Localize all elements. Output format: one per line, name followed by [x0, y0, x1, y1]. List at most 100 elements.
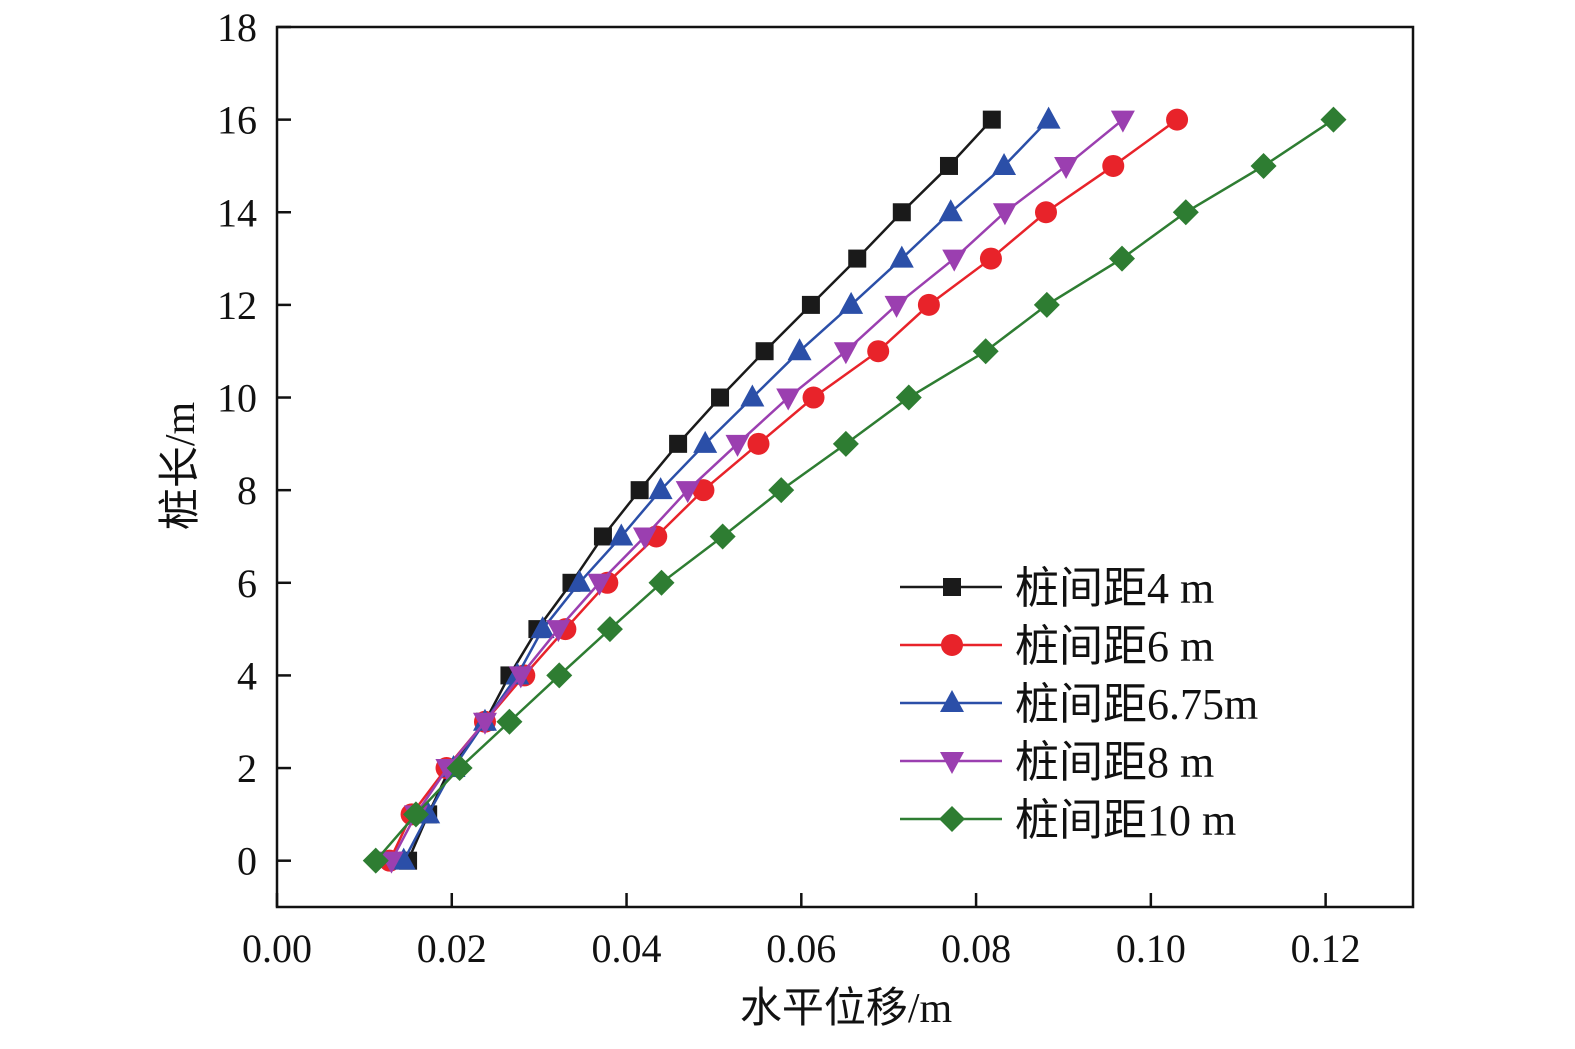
legend-item: 桩间距6 m: [900, 622, 1214, 671]
y-tick-label: 14: [217, 190, 257, 235]
y-tick-label: 4: [237, 653, 257, 698]
data-point: [496, 708, 523, 735]
data-point: [1110, 110, 1135, 133]
data-point: [1166, 108, 1189, 131]
data-point: [402, 801, 429, 828]
y-tick-label: 8: [237, 468, 257, 513]
data-point: [609, 523, 634, 546]
data-point: [692, 479, 715, 502]
data-point: [1250, 152, 1277, 179]
data-point: [833, 342, 858, 365]
data-point: [992, 203, 1017, 226]
x-tick-label: 0.06: [766, 926, 836, 971]
plot-frame: [275, 25, 1415, 909]
data-point: [917, 293, 940, 316]
data-point: [939, 156, 958, 175]
data-point: [982, 110, 1001, 129]
data-point: [802, 386, 825, 409]
legend: 桩间距4 m 桩间距6 m 桩间距6.75m 桩间距8 m 桩间距10 m: [900, 564, 1258, 845]
data-point: [1054, 156, 1079, 179]
legend-label: 桩间距8 m: [1015, 738, 1214, 787]
legend-label: 桩间距6.75m: [1015, 680, 1258, 729]
axis-ticks: 0.00 0.02 0.04 0.06 0.08 0.10 0.12 0 2 4 6 8 10 12 14 1…: [217, 5, 1361, 971]
data-point: [1034, 201, 1057, 224]
series-line: [390, 118, 1124, 862]
y-axis-label: 桩长/m: [158, 402, 204, 531]
data-point: [648, 477, 673, 500]
data-point: [801, 295, 820, 314]
x-tick-label: 0.00: [242, 926, 312, 971]
data-point: [867, 340, 890, 363]
data-point: [747, 432, 770, 455]
data-point: [992, 152, 1017, 175]
legend-marker: [939, 806, 965, 832]
legend-item: 桩间距10 m: [900, 796, 1236, 845]
y-tick-label: 10: [217, 376, 257, 421]
legend-marker: [941, 634, 963, 656]
legend-label: 桩间距4 m: [1015, 564, 1214, 613]
legend-label: 桩间距6 m: [1015, 622, 1214, 671]
data-point: [648, 569, 675, 596]
series-group: [362, 106, 1347, 874]
y-tick-label: 6: [237, 561, 257, 606]
data-point: [546, 662, 573, 689]
data-point: [567, 569, 592, 592]
data-point: [1320, 106, 1347, 133]
data-point: [755, 342, 774, 361]
legend-marker: [943, 578, 961, 596]
data-point: [669, 434, 688, 453]
y-tick-label: 0: [237, 839, 257, 884]
x-tick-label: 0.08: [941, 926, 1011, 971]
series-line: [402, 118, 1050, 862]
legend-marker: [940, 690, 964, 712]
data-point: [884, 295, 909, 318]
data-point: [1102, 154, 1125, 177]
data-point: [942, 249, 967, 272]
data-point: [839, 291, 864, 314]
y-tick-label: 12: [217, 283, 257, 328]
data-point: [391, 847, 416, 870]
data-point: [508, 666, 533, 689]
data-point: [446, 755, 473, 782]
data-point: [1033, 291, 1060, 318]
data-point: [472, 712, 497, 735]
data-point: [362, 847, 389, 874]
data-point: [709, 523, 736, 550]
y-tick-label: 18: [217, 5, 257, 50]
x-tick-label: 0.04: [592, 926, 662, 971]
y-tick-label: 16: [217, 98, 257, 143]
data-point: [892, 203, 911, 222]
data-point: [630, 481, 649, 500]
y-tick-label: 2: [237, 746, 257, 791]
data-point: [546, 620, 571, 643]
data-point: [889, 245, 914, 268]
data-point: [379, 851, 404, 874]
data-point: [675, 481, 700, 504]
x-tick-label: 0.10: [1116, 926, 1186, 971]
data-point: [1036, 106, 1061, 129]
data-point: [593, 527, 612, 546]
legend-label: 桩间距10 m: [1015, 796, 1236, 845]
x-axis-label: 水平位移/m: [740, 985, 953, 1032]
data-point: [530, 616, 555, 639]
legend-item: 桩间距6.75m: [900, 680, 1258, 729]
data-point: [1109, 245, 1136, 272]
series-2: [391, 106, 1061, 870]
data-point: [832, 430, 859, 457]
data-point: [725, 434, 750, 457]
data-point: [938, 199, 963, 222]
data-point: [632, 527, 657, 550]
data-point: [711, 388, 730, 407]
data-point: [979, 247, 1002, 270]
data-point: [693, 430, 718, 453]
x-tick-label: 0.02: [417, 926, 487, 971]
legend-item: 桩间距4 m: [900, 564, 1214, 613]
series-4: [362, 106, 1347, 874]
data-point: [587, 573, 612, 596]
x-tick-label: 0.12: [1291, 926, 1361, 971]
data-point: [787, 338, 812, 361]
data-point: [1172, 199, 1199, 226]
data-point: [776, 388, 801, 411]
data-point: [972, 338, 999, 365]
